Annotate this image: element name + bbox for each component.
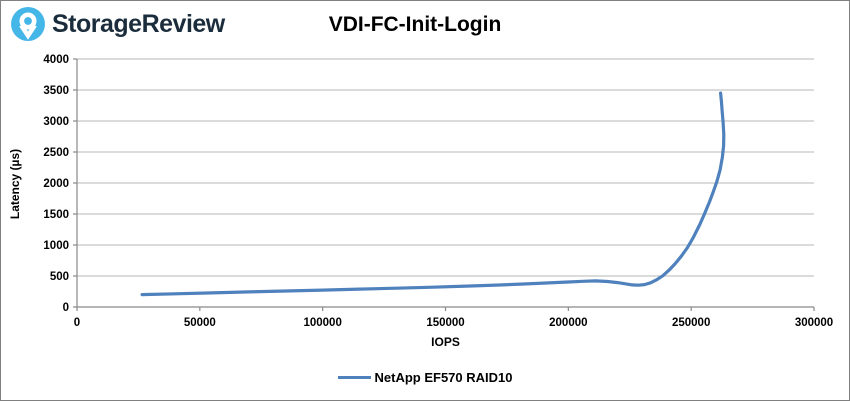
svg-text:1500: 1500 xyxy=(43,209,69,221)
svg-text:3500: 3500 xyxy=(43,85,69,97)
svg-text:250000: 250000 xyxy=(672,317,710,329)
legend: NetApp EF570 RAID10 xyxy=(1,370,849,385)
svg-text:50000: 50000 xyxy=(184,317,216,329)
logo-text: StorageReview xyxy=(52,9,225,38)
svg-text:2500: 2500 xyxy=(43,147,69,159)
legend-label: NetApp EF570 RAID10 xyxy=(374,370,513,385)
svg-text:1000: 1000 xyxy=(43,240,69,252)
svg-text:0: 0 xyxy=(63,302,69,314)
chart-title: VDI-FC-Init-Login xyxy=(328,13,502,36)
svg-text:300000: 300000 xyxy=(795,317,833,329)
legend-line-swatch xyxy=(337,376,371,379)
svg-text:100000: 100000 xyxy=(303,317,341,329)
y-axis-title: Latency (µs) xyxy=(8,148,22,220)
logo: StorageReview xyxy=(10,6,225,42)
svg-text:150000: 150000 xyxy=(426,317,464,329)
svg-text:2000: 2000 xyxy=(43,178,69,190)
svg-text:500: 500 xyxy=(50,271,69,283)
svg-text:200000: 200000 xyxy=(549,317,587,329)
svg-text:3000: 3000 xyxy=(43,116,69,128)
svg-text:0: 0 xyxy=(74,317,80,329)
svg-text:4000: 4000 xyxy=(43,54,69,66)
storagereview-logo-icon xyxy=(11,7,45,41)
x-axis-title: IOPS xyxy=(431,335,460,349)
